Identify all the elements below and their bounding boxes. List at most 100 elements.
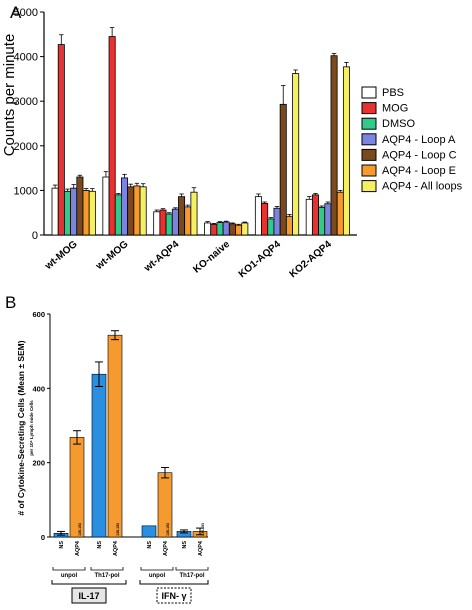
panel-a-y-axis: 0 1000 2000 3000 4000 5000 (14, 7, 357, 242)
panel-b-bar-label: AQP4 (75, 540, 81, 556)
panel-a-bar (318, 206, 326, 236)
panel-a-bar (336, 191, 344, 236)
panel-a-bar (159, 209, 167, 236)
panel-a-bar (114, 194, 122, 236)
panel-b-bars (53, 330, 208, 538)
panel-a-legend: PBS MOG DMSO AQP4 - Loop A AQP4 - Loop C AQP4… (361, 86, 463, 193)
panel-a-bar (88, 190, 96, 236)
panel-a-bar (235, 224, 243, 236)
panel-a-bar (216, 222, 224, 236)
panel-a-ylabel: Counts per minute (1, 34, 18, 157)
panel-a-bar (127, 186, 135, 236)
panel-b-bar-label-sub: 135-153 (201, 523, 205, 536)
panel-a-legend-swatch (361, 117, 377, 130)
panel-a-bar (153, 211, 161, 236)
panel-a-bar (228, 223, 236, 236)
panel-a-x-tick-label: KO-naive (191, 239, 232, 276)
panel-a-bar (279, 103, 287, 236)
panel-a-bar (305, 198, 313, 236)
panel-b-condition-bracket (175, 567, 209, 571)
panel-a-x-tick-label: wt-MOG (93, 239, 130, 273)
panel-a-bar (184, 206, 192, 236)
panel-b-bar-label: NS (182, 541, 188, 549)
panel-a-bar (108, 36, 116, 236)
panel-a-legend-swatch (361, 164, 377, 177)
panel-a-bar (241, 222, 249, 236)
panel-a-y-tick-label: 5000 (14, 7, 38, 19)
panel-b-bar (91, 373, 107, 538)
panel-b-cytokine-label: IFN- γ (161, 591, 186, 601)
panel-a-bar (342, 66, 350, 236)
panel-a-bar (171, 208, 179, 236)
panel-b: B # of Cytokine-Secreting Cells (Mean ± … (5, 293, 209, 604)
panel-a-x-tick-label: wt-MOG (42, 239, 79, 273)
panel-a-bar (330, 55, 338, 236)
panel-a-bar (210, 223, 218, 236)
panel-b-y-tick-label: 200 (32, 459, 45, 468)
panel-a-bar (178, 196, 186, 236)
panel-a-bar (133, 185, 141, 236)
panel-a-bar (121, 177, 129, 236)
panel-b-condition-label: Th17-pol (95, 573, 120, 579)
panel-b-y-tick-label: 600 (32, 310, 45, 319)
panel-a-legend-swatch (361, 133, 377, 146)
panel-b-letter: B (5, 293, 16, 312)
panel-b-cytokine-label: IL-17 (78, 591, 99, 601)
panel-a-bar (82, 189, 90, 236)
panel-a-bar (324, 203, 332, 236)
panel-b-cytokine-box (71, 587, 107, 604)
panel-b-bar-label: AQP4 (113, 540, 119, 556)
panel-a-bars (51, 27, 350, 236)
panel-a-y-tick-label: 0 (32, 230, 38, 242)
panel-b-condition-label: Th17-pol (180, 573, 205, 579)
panel-a-bar (51, 187, 59, 236)
panel-a-y-tick-label: 4000 (14, 52, 38, 64)
panel-a-bar (273, 207, 281, 236)
panel-a-legend-swatch (361, 148, 377, 161)
panel-b-condition-label: unpol (149, 573, 166, 579)
panel-b-bar-label: AQP4 (198, 540, 204, 556)
panel-a-bar (102, 176, 110, 236)
panel-a-bar (204, 222, 212, 236)
panel-a-x-tick-label: wt-AQP4 (142, 239, 182, 275)
panel-b-bar-label: NS (147, 541, 153, 549)
panel-b-condition-label: unpol (61, 573, 78, 579)
panel-b-cytokine-bracket (51, 580, 127, 585)
panel-b-bar-label-sub: 135-153 (116, 523, 120, 536)
panel-a-bar (70, 187, 78, 236)
panel-b-bar-label: NS (59, 541, 65, 549)
panel-b-y-tick-label: 400 (32, 384, 45, 393)
panel-a-bar (165, 213, 173, 236)
panel-b-condition-bracket (52, 567, 86, 571)
panel-a-x-labels: wt-MOG wt-MOG wt-AQP4 KO-naive KO1-AQP4 KO2-A… (42, 239, 334, 281)
panel-a-y-tick-label: 2000 (14, 141, 38, 153)
panel-b-y-tick-label: 0 (41, 533, 45, 542)
panel-a-bar (285, 215, 293, 236)
panel-a-legend-label: PBS (382, 87, 404, 99)
panel-b-condition-bracket (140, 567, 174, 571)
panel-a-legend-label: MOG (382, 103, 408, 115)
panel-b-x-labels: NS AQP4 135-153 unpol NS AQP4 135-153 Th17-pol N… (51, 523, 209, 604)
panel-a-bar (190, 191, 198, 236)
panel-a: A Counts per minute 0 1000 2000 3000 4000 500… (1, 3, 463, 280)
panel-b-bar (107, 334, 123, 538)
panel-a-legend-label: DMSO (382, 118, 415, 130)
panel-b-bar-label-sub: 135-153 (166, 523, 170, 536)
panel-b-bar (69, 437, 85, 538)
panel-a-bar (64, 190, 72, 236)
panel-b-ylabel-sub: per 10⁶ Lymph node Cells (29, 400, 34, 456)
panel-a-legend-label: AQP4 - All loops (382, 181, 463, 193)
panel-b-ylabel: # of Cytokine-Secreting Cells (Mean ± SE… (16, 340, 26, 515)
panel-b-bar-label: AQP4 (163, 540, 169, 556)
panel-a-legend-label: AQP4 - Loop C (382, 149, 457, 161)
panel-a-legend-swatch (361, 86, 377, 99)
panel-a-x-tick-label: KO2-AQP4 (288, 239, 335, 281)
panel-a-bar (311, 194, 319, 236)
panel-a-y-tick-label: 1000 (14, 185, 38, 197)
panel-a-bar (222, 221, 230, 236)
panel-b-bar-label: NS (97, 541, 103, 549)
panel-a-x-tick-label: KO1-AQP4 (237, 239, 284, 281)
panel-a-bar (267, 218, 275, 236)
panel-a-bar (76, 176, 84, 236)
panel-a-y-tick-label: 3000 (14, 96, 38, 108)
